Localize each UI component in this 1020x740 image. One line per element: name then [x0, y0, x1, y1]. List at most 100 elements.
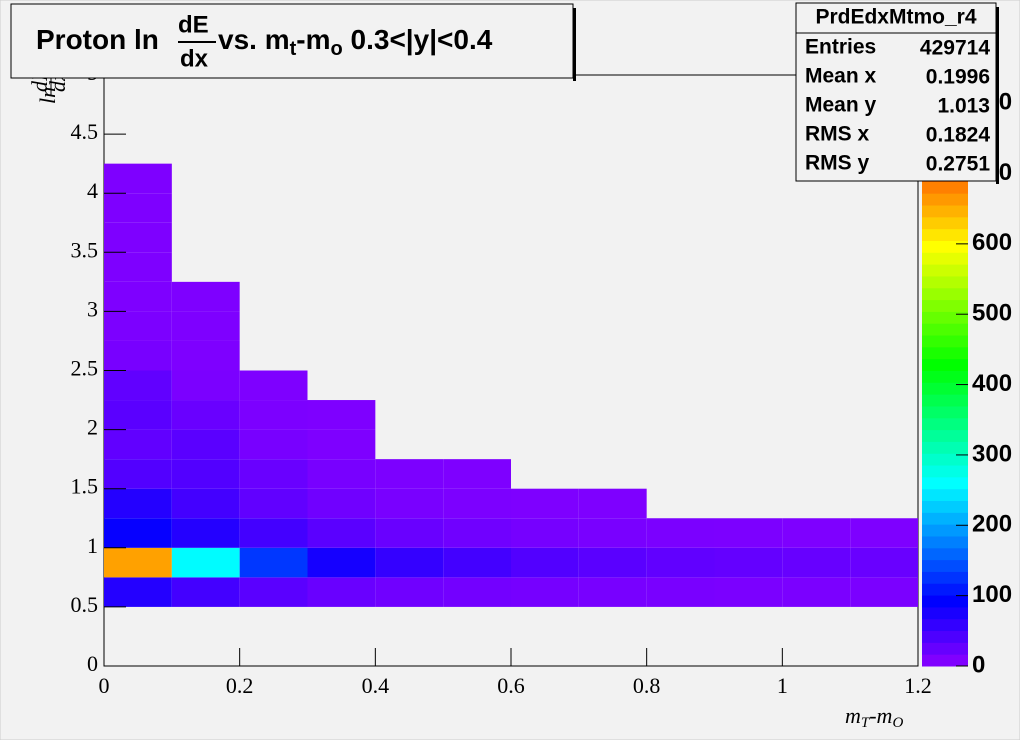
- x-label-sub: T: [861, 715, 871, 731]
- x-label-m: m: [845, 703, 861, 728]
- heat-cell: [511, 547, 579, 578]
- heat-cell: [443, 488, 511, 519]
- z-tick-label: 0: [972, 651, 985, 678]
- title-text: Proton ln: [36, 24, 159, 55]
- heat-cell: [307, 547, 376, 578]
- heat-cell: [511, 577, 579, 607]
- heat-cell: [171, 400, 240, 430]
- heat-cell: [578, 518, 647, 548]
- title-text: 0.3<|y|<0.4: [343, 24, 493, 55]
- y-axis-label: ln: [35, 87, 60, 104]
- heat-cell: [307, 400, 376, 430]
- heat-cell: [646, 577, 715, 607]
- z-tick-label: 100: [972, 581, 1012, 608]
- x-tick-label: 0.8: [633, 673, 661, 698]
- heat-cell: [850, 518, 918, 548]
- palette-swatch: [922, 252, 968, 265]
- stats-label: Entries: [805, 36, 876, 59]
- heat-cell: [239, 400, 308, 430]
- title-text: vs. m: [218, 24, 290, 55]
- title-sub: o: [331, 38, 343, 60]
- heat-cell: [443, 459, 511, 489]
- y-tick-label: 3: [87, 296, 98, 321]
- palette-swatch: [922, 500, 968, 513]
- y-tick-label: 4: [87, 178, 98, 203]
- heat-cell: [239, 459, 308, 489]
- palette-swatch: [922, 465, 968, 478]
- y-tick-label: 4.5: [71, 119, 99, 144]
- palette-swatch: [922, 228, 968, 241]
- palette-swatch: [922, 299, 968, 312]
- y-tick-label: 2.5: [71, 356, 99, 381]
- stats-label: RMS x: [805, 123, 870, 146]
- heat-cell: [375, 577, 444, 607]
- palette-swatch: [922, 216, 968, 230]
- heat-cell: [239, 547, 308, 578]
- x-label-sub: O: [892, 715, 903, 731]
- heat-cell: [646, 547, 715, 578]
- palette-swatch: [922, 240, 968, 253]
- heat-cell: [104, 281, 172, 312]
- heat-cell: [104, 370, 172, 401]
- heat-cell: [104, 488, 172, 519]
- heat-cell: [171, 370, 240, 401]
- z-tick-label: 300: [972, 440, 1012, 467]
- heat-cell: [307, 577, 376, 607]
- x-tick-label: 0: [99, 673, 110, 698]
- heat-cell: [239, 577, 308, 607]
- heat-cell: [714, 518, 783, 548]
- z-tick-label: 400: [972, 370, 1012, 397]
- palette-swatch: [922, 417, 968, 431]
- stats-label: Mean x: [805, 65, 877, 88]
- heat-cell: [443, 518, 511, 548]
- heat-cell: [578, 577, 647, 607]
- y-tick-label: 3.5: [71, 237, 99, 262]
- heat-cell: [578, 488, 647, 519]
- palette-swatch: [922, 193, 968, 206]
- heat-cell: [578, 547, 647, 578]
- heat-cell: [171, 488, 240, 519]
- x-tick-label: 1.2: [904, 673, 932, 698]
- heat-cell: [307, 429, 376, 460]
- y-tick-label: 1.5: [71, 474, 99, 499]
- stats-value: 0.1824: [926, 124, 991, 147]
- palette-swatch: [922, 429, 968, 442]
- heat-cell: [171, 340, 240, 371]
- heat-cell: [375, 547, 444, 578]
- heat-cell: [104, 547, 172, 578]
- title-den: dx: [180, 45, 209, 72]
- heat-cell: [171, 459, 240, 489]
- palette-swatch: [922, 181, 968, 194]
- palette-swatch: [922, 382, 968, 395]
- heat-cell: [171, 547, 240, 578]
- heat-cell: [375, 488, 444, 519]
- heat-cell: [646, 518, 715, 548]
- heat-cell: [239, 518, 308, 548]
- heat-cell: [375, 518, 444, 548]
- x-tick-label: 1: [777, 673, 788, 698]
- palette-swatch: [922, 559, 968, 572]
- heat-cell: [104, 252, 172, 282]
- stats-value: 1.013: [937, 95, 990, 118]
- palette-swatch: [922, 453, 968, 466]
- palette-swatch: [922, 654, 968, 667]
- palette-swatch: [922, 323, 968, 336]
- stats-value: 0.2751: [926, 153, 991, 176]
- stats-name: PrdEdxMtmo_r4: [815, 6, 976, 29]
- palette-swatch: [922, 264, 968, 277]
- palette-swatch: [922, 630, 968, 643]
- y-tick-label: 2: [87, 415, 98, 440]
- z-tick-label: 600: [972, 229, 1012, 256]
- stats-shadow: [996, 7, 999, 184]
- heat-cell: [239, 488, 308, 519]
- z-tick-label: 200: [972, 511, 1012, 538]
- y-tick-label: 1: [87, 533, 98, 558]
- palette-swatch: [922, 488, 968, 502]
- heat-cell: [375, 459, 444, 489]
- palette-swatch: [922, 571, 968, 584]
- palette-swatch: [922, 311, 968, 324]
- palette-swatch: [922, 524, 968, 537]
- heat-cell: [104, 518, 172, 548]
- stats-value: 429714: [920, 37, 990, 60]
- heat-cell: [104, 340, 172, 371]
